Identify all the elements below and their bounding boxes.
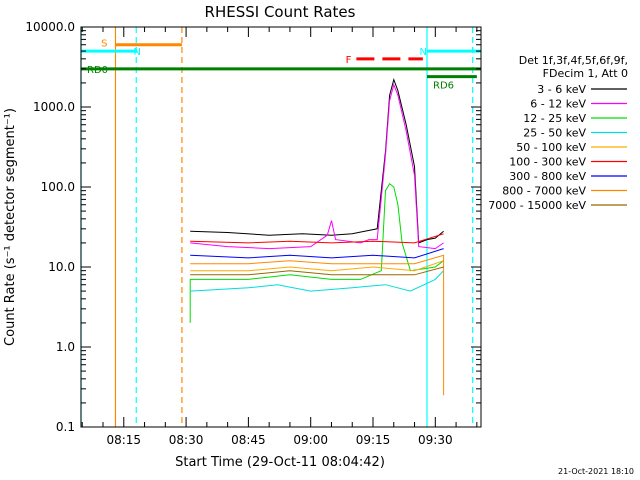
legend-entry-label: 300 - 800 keV [509, 170, 586, 183]
y-tick-label: 1000.0 [33, 100, 75, 114]
series-line [189, 182, 444, 323]
series-line [190, 77, 444, 244]
legend-entry-label: 12 - 25 keV [523, 112, 586, 125]
y-tick-label: 1.0 [56, 340, 75, 354]
x-tick-label: 09:00 [293, 433, 328, 447]
plot-frame [80, 26, 482, 428]
x-tick-label: 08:45 [231, 433, 266, 447]
series-line [190, 83, 444, 250]
y-tick-label: 100.0 [41, 180, 75, 194]
plot-area: S N N F RD0 RD6 [80, 27, 481, 427]
y-axis: 0.1 1.0 10.0 100.0 1000.0 10000.0 [25, 20, 481, 434]
state-bar-label: N [420, 47, 427, 58]
state-bar-label: N [134, 47, 141, 58]
x-tick-label: 08:30 [169, 433, 204, 447]
generation-timestamp: 21-Oct-2021 18:10 [558, 467, 634, 476]
legend-entry-label: 100 - 300 keV [509, 156, 586, 169]
series-line [190, 270, 444, 292]
legend-entry-label: 6 - 12 keV [530, 98, 586, 111]
legend-entry-label: 25 - 50 keV [523, 127, 586, 140]
x-axis: 08:15 08:30 08:45 09:00 09:15 09:30 [81, 27, 478, 447]
legend-entry-label: 3 - 6 keV [537, 83, 586, 96]
series-line [190, 248, 444, 259]
series-line [190, 254, 445, 396]
legend-entry-label: 50 - 100 keV [516, 141, 586, 154]
x-tick-label: 09:30 [418, 433, 453, 447]
y-axis-label: Count Rate (s⁻¹ detector segment⁻¹) [3, 108, 18, 346]
x-tick-label: 08:15 [106, 433, 141, 447]
series-line [190, 266, 444, 276]
legend-entry-label: 7000 - 15000 keV [488, 199, 586, 212]
x-tick-label: 09:15 [356, 433, 391, 447]
state-bar-label: S [101, 39, 107, 50]
state-bar-label: RD6 [433, 81, 454, 92]
legend-header-line-2: FDecim 1, Att 0 [543, 67, 628, 80]
x-axis-label: Start Time (29-Oct-11 08:04:42) [175, 455, 385, 470]
legend-header-line-1: Det 1f,3f,4f,5f,6f,9f, [519, 54, 628, 67]
series-line [190, 260, 444, 272]
series-line [190, 233, 444, 244]
chart-title: RHESSI Count Rates [205, 3, 356, 21]
state-bar-label: RD0 [87, 65, 108, 76]
y-tick-label: 10.0 [48, 260, 75, 274]
y-tick-label: 0.1 [56, 420, 75, 434]
legend-entry-label: 800 - 7000 keV [502, 185, 586, 198]
state-bar-label: F [346, 55, 352, 66]
y-tick-label: 10000.0 [25, 20, 75, 34]
legend: Det 1f,3f,4f,5f,6f,9f, FDecim 1, Att 0 3… [488, 54, 628, 212]
